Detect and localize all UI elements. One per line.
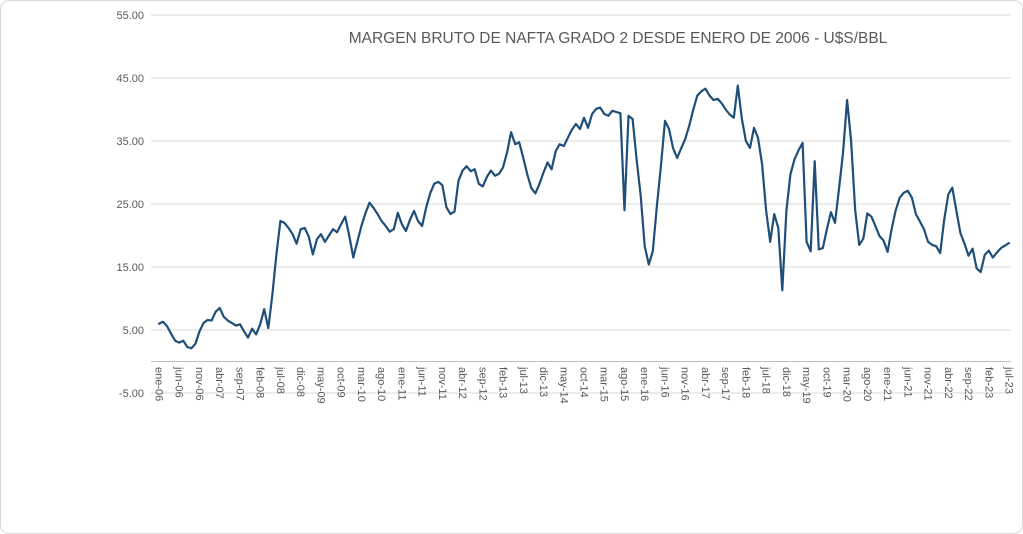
y-axis-tick-label: 25.00 <box>116 199 144 211</box>
x-axis-tick-label: feb-08 <box>254 367 266 398</box>
x-axis-tick-label: jul-08 <box>274 366 286 394</box>
y-axis-tick-label: 15.00 <box>116 262 144 274</box>
x-axis-tick-label: jun-21 <box>901 366 913 398</box>
x-axis-tick-label: oct-09 <box>335 367 347 398</box>
x-axis-tick-label: feb-13 <box>497 367 509 398</box>
x-axis-tick-label: nov-11 <box>436 367 448 400</box>
data-series <box>157 84 1011 350</box>
y-axis-tick-label: 45.00 <box>116 73 144 85</box>
x-axis-tick-label: may-09 <box>314 367 326 404</box>
x-axis-tick-label: nov-21 <box>922 367 934 401</box>
x-axis-tick-label: jul-13 <box>517 366 529 394</box>
chart-title: MARGEN BRUTO DE NAFTA GRADO 2 DESDE ENER… <box>349 30 888 47</box>
x-axis-tick-label: ene-06 <box>153 367 165 401</box>
x-axis-tick-label: sep-17 <box>719 367 731 401</box>
x-axis-tick-label: may-14 <box>557 367 569 404</box>
x-axis-tick-label: sep-07 <box>234 367 246 401</box>
x-axis-tick-label: feb-18 <box>739 367 751 398</box>
x-axis-tick-label: oct-14 <box>578 367 590 398</box>
x-axis-tick-label: dic-08 <box>294 367 306 397</box>
x-axis-tick-label: ene-11 <box>395 367 407 400</box>
x-axis-tick-label: ago-20 <box>861 367 873 401</box>
x-axis-tick-label: nov-16 <box>679 367 691 401</box>
y-axis-tick-label: 5.00 <box>123 325 144 337</box>
x-axis-tick-label: feb-23 <box>982 367 994 398</box>
x-axis-tick-label: abr-22 <box>942 367 954 399</box>
x-axis-tick-label: jun-11 <box>416 366 428 397</box>
x-axis-tick-label: ago-10 <box>375 367 387 401</box>
margin-line-series <box>157 84 1011 350</box>
x-axis-tick-label: nov-06 <box>193 367 205 401</box>
x-axis-labels: ene-06 jun-06 nov-06 abr-07 sep-07 feb-08 jul-… <box>153 366 1015 404</box>
y-axis-tick-label: 35.00 <box>116 136 144 148</box>
x-axis-tick-label: abr-12 <box>456 367 468 399</box>
x-axis-tick-label: sep-22 <box>962 367 974 401</box>
x-axis-tick-label: abr-07 <box>213 367 225 399</box>
y-axis-tick-label: 55.00 <box>116 10 144 22</box>
x-axis-tick-label: jul-18 <box>760 366 772 394</box>
x-axis-tick-label: mar-20 <box>841 367 853 402</box>
gridlines <box>151 14 1011 394</box>
x-axis-tick-label: may-19 <box>800 367 812 404</box>
x-axis-tick-label: ene-21 <box>881 367 893 401</box>
y-axis-tick-label: -5.00 <box>119 388 144 400</box>
x-axis-tick-label: jun-16 <box>659 366 671 398</box>
x-axis-tick-label: jul-23 <box>1003 366 1015 394</box>
x-axis-tick-label: dic-13 <box>537 367 549 397</box>
x-axis-tick-label: dic-18 <box>780 367 792 397</box>
x-axis-tick-label: ene-16 <box>638 367 650 401</box>
x-axis-tick-label: abr-17 <box>699 367 711 399</box>
x-axis-tick-label: sep-12 <box>476 367 488 401</box>
y-axis-labels: 55.00 45.00 35.00 25.00 15.00 5.00 -5.00 <box>116 10 144 400</box>
x-axis-tick-label: jun-06 <box>173 366 185 398</box>
x-axis-tick-label: oct-19 <box>820 367 832 398</box>
x-axis-tick-label: ago-15 <box>618 367 630 401</box>
x-axis-tick-label: mar-15 <box>598 367 610 402</box>
x-axis-tick-label: mar-10 <box>355 367 367 402</box>
